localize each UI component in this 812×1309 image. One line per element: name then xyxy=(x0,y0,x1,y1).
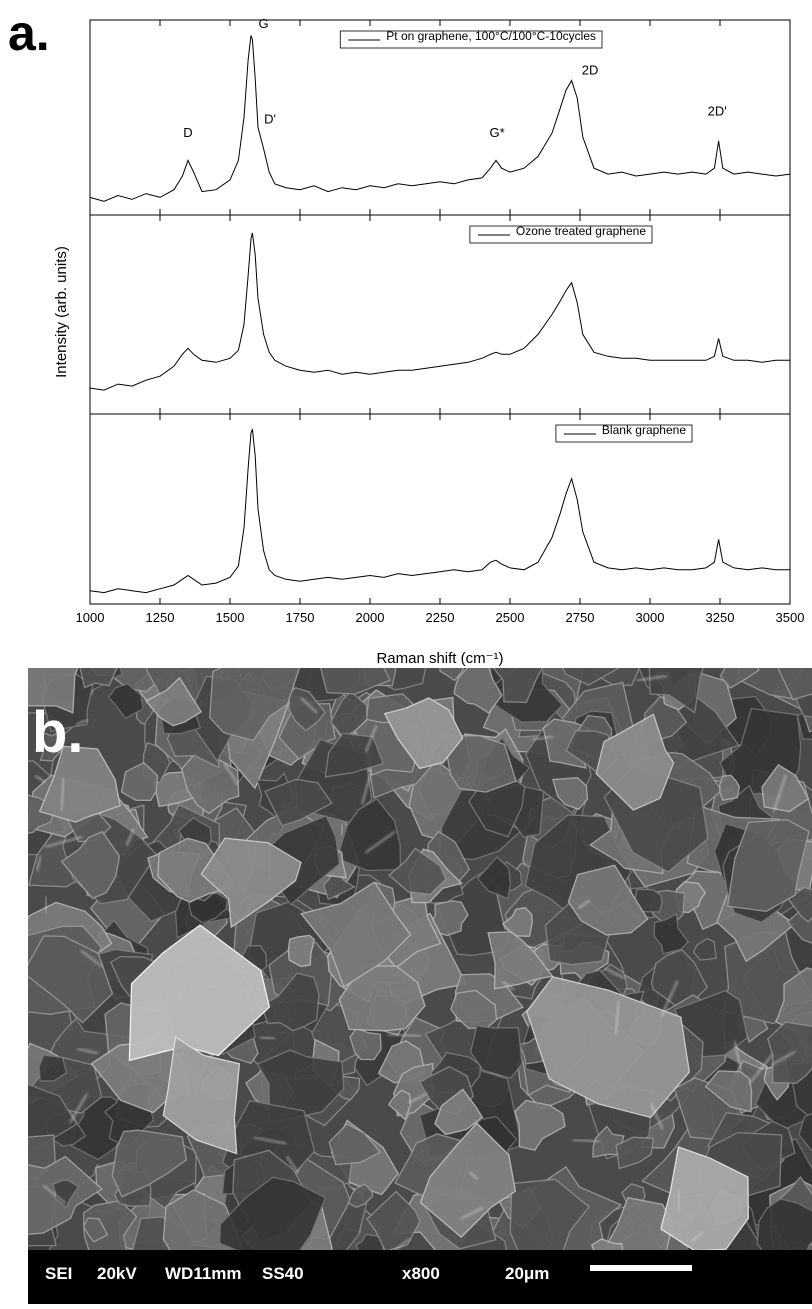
legend: Ozone treated graphene xyxy=(470,224,652,243)
sem-info: SS40 xyxy=(262,1264,304,1283)
peak-label: G* xyxy=(490,125,505,140)
peak-label: 2D' xyxy=(708,104,727,119)
legend: Pt on graphene, 100°C/100°C-10cycles xyxy=(340,29,602,48)
legend-label: Blank graphene xyxy=(602,423,686,437)
page: {"panel_a_label": "a.", "panel_b": {"lab… xyxy=(0,0,812,1304)
x-tick-label: 3250 xyxy=(706,610,735,625)
legend-label: Pt on graphene, 100°C/100°C-10cycles xyxy=(386,29,596,43)
x-tick-label: 3000 xyxy=(636,610,665,625)
sem-image xyxy=(0,611,812,1305)
spectrum-line xyxy=(90,429,790,592)
x-tick-label: 2000 xyxy=(356,610,385,625)
peak-label: G xyxy=(259,16,269,31)
sem-info: SEI xyxy=(45,1264,72,1283)
spectrum-line xyxy=(90,36,790,202)
x-axis-label: Raman shift (cm⁻¹) xyxy=(376,650,503,667)
flake xyxy=(288,935,314,966)
figure: a. b. SEI 20kV WD11mm SS40 x800 20μm Pt on grap… xyxy=(0,0,812,1304)
peak-label: 2D xyxy=(582,63,599,78)
sem-info: 20μm xyxy=(505,1264,549,1283)
x-tick-label: 1750 xyxy=(286,610,315,625)
x-tick-label: 2500 xyxy=(496,610,525,625)
y-axis-label: Intensity (arb. units) xyxy=(53,246,70,378)
scale-bar xyxy=(590,1265,692,1271)
x-tick-label: 2250 xyxy=(426,610,455,625)
legend: Blank graphene xyxy=(556,423,692,442)
x-tick-label: 2750 xyxy=(566,610,595,625)
plot-frame xyxy=(90,20,790,215)
plot-frame xyxy=(90,215,790,414)
x-tick-label: 1500 xyxy=(216,610,245,625)
plot-frame xyxy=(90,414,790,604)
sem-info: WD11mm xyxy=(165,1264,242,1283)
sem-info: x800 xyxy=(402,1264,440,1283)
sem-info: 20kV xyxy=(97,1264,137,1283)
flake-edge xyxy=(679,1190,680,1211)
legend-label: Ozone treated graphene xyxy=(516,224,646,238)
spectrum-line xyxy=(90,233,790,390)
x-tick-label: 1250 xyxy=(146,610,175,625)
peak-label: D' xyxy=(264,111,276,126)
peak-label: D xyxy=(183,125,192,140)
x-tick-label: 3500 xyxy=(776,610,805,625)
flake-edge xyxy=(341,824,342,836)
panel-label: a. xyxy=(8,5,50,61)
x-tick-label: 1000 xyxy=(76,610,105,625)
panel-label: b. xyxy=(32,700,84,765)
